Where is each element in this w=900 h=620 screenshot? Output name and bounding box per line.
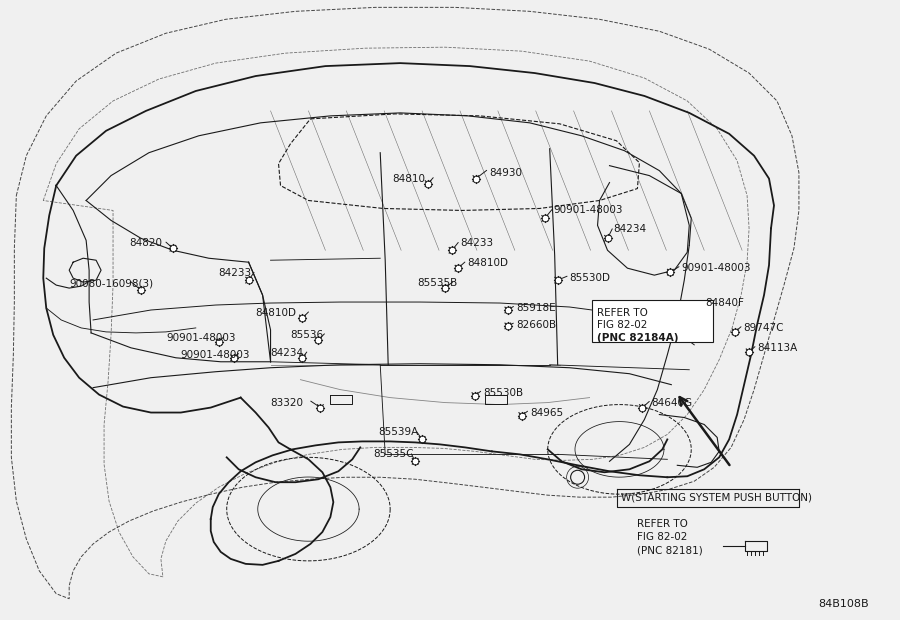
Text: 85530B: 85530B — [483, 388, 523, 397]
Text: 84965: 84965 — [530, 407, 562, 417]
Text: 85535C: 85535C — [374, 450, 414, 459]
Text: FIG 82-02: FIG 82-02 — [597, 320, 647, 330]
Text: 90080-16098(3): 90080-16098(3) — [69, 278, 153, 288]
Text: REFER TO: REFER TO — [637, 519, 688, 529]
Text: 84810D: 84810D — [467, 259, 508, 268]
Text: 84234: 84234 — [614, 224, 646, 234]
Text: 85535B: 85535B — [417, 278, 457, 288]
Text: 84810: 84810 — [392, 174, 425, 184]
FancyBboxPatch shape — [591, 300, 713, 342]
Text: 90901-48003: 90901-48003 — [554, 205, 623, 216]
Text: 84820: 84820 — [129, 238, 162, 249]
Text: FIG 82-02: FIG 82-02 — [637, 532, 688, 542]
Text: 90901-48003: 90901-48003 — [181, 350, 250, 360]
Text: 84233: 84233 — [460, 238, 493, 249]
Text: 85539A: 85539A — [378, 427, 419, 438]
Text: 84B108B: 84B108B — [818, 599, 868, 609]
Text: 84113A: 84113A — [757, 343, 797, 353]
Text: 83320: 83320 — [271, 397, 303, 407]
Text: 84640G: 84640G — [652, 397, 692, 407]
Text: 82660B: 82660B — [516, 320, 556, 330]
Text: 84234: 84234 — [271, 348, 303, 358]
Text: 90901-48003: 90901-48003 — [166, 333, 236, 343]
Text: (PNC 82181): (PNC 82181) — [637, 546, 703, 556]
Text: 84840F: 84840F — [706, 298, 744, 308]
Text: 90901-48003: 90901-48003 — [681, 264, 751, 273]
Text: 84233: 84233 — [219, 268, 252, 278]
Text: 89747C: 89747C — [743, 323, 784, 333]
Text: 85530D: 85530D — [570, 273, 610, 283]
Text: 84930: 84930 — [489, 167, 522, 178]
Text: (PNC 82184A): (PNC 82184A) — [597, 333, 678, 343]
Text: 85536: 85536 — [291, 330, 324, 340]
Text: REFER TO: REFER TO — [597, 308, 647, 318]
Text: 85918E: 85918E — [516, 303, 555, 313]
Text: W(STARTING SYSTEM PUSH BUTTON): W(STARTING SYSTEM PUSH BUTTON) — [622, 492, 813, 502]
Text: 84810D: 84810D — [256, 308, 297, 318]
